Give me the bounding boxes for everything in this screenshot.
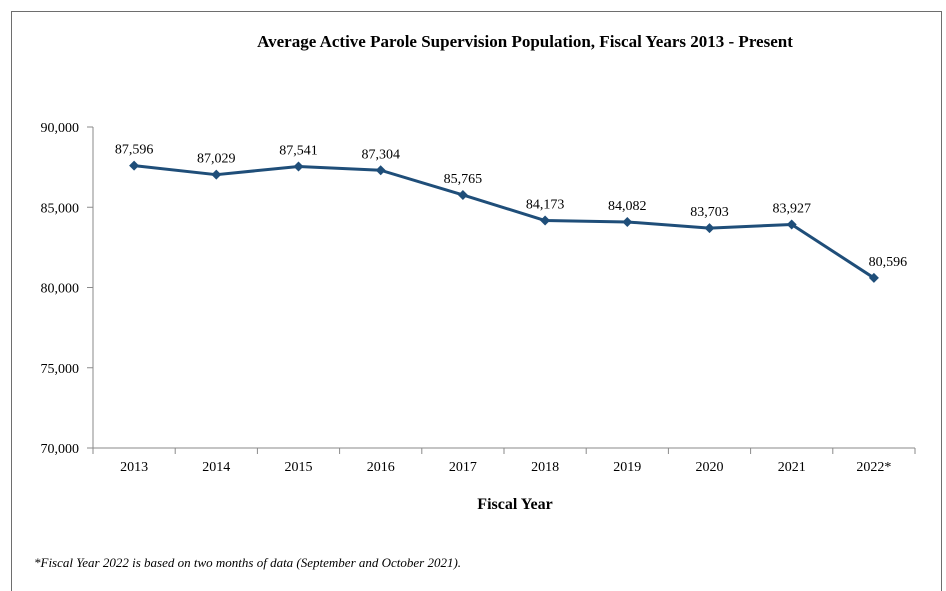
data-point [457, 189, 468, 200]
chart-axes: 70,000 75,000 80,000 85,000 90,000 2013 2014 20… [41, 121, 916, 475]
data-point [786, 219, 797, 230]
y-tick-label: 90,000 [41, 121, 80, 136]
y-tick-label: 70,000 [41, 442, 80, 457]
x-tick-label: 2016 [367, 460, 395, 475]
x-tick-label: 2013 [120, 460, 148, 475]
y-tick-label: 85,000 [41, 201, 80, 216]
data-point [293, 161, 304, 172]
series-line [133, 164, 875, 280]
data-point [375, 165, 386, 176]
x-tick-label: 2022* [856, 460, 891, 475]
x-tick-label: 2020 [696, 460, 724, 475]
data-point [129, 160, 140, 171]
data-point [540, 215, 551, 226]
chart-frame [11, 11, 942, 591]
x-tick-label: 2017 [449, 460, 477, 475]
x-tick-label: 2021 [778, 460, 806, 475]
data-label: 87,029 [197, 152, 236, 167]
x-tick-label: 2015 [285, 460, 313, 475]
data-label: 84,173 [526, 198, 565, 213]
data-label: 87,541 [279, 143, 318, 158]
data-point [704, 223, 715, 234]
y-tick-label: 80,000 [41, 282, 80, 297]
x-axis-title: Fiscal Year [477, 496, 552, 513]
data-label: 83,703 [690, 205, 729, 220]
chart-footnote: *Fiscal Year 2022 is based on two months… [34, 555, 462, 570]
data-label: 80,596 [869, 255, 908, 270]
data-label: 85,765 [444, 172, 483, 187]
data-label: 84,082 [608, 199, 647, 214]
x-tick-label: 2014 [202, 460, 230, 475]
x-tick-label: 2019 [613, 460, 641, 475]
data-point [622, 216, 633, 227]
y-tick-label: 75,000 [41, 362, 80, 377]
data-point [868, 272, 879, 283]
x-tick-label: 2018 [531, 460, 559, 475]
data-label: 87,304 [361, 147, 400, 162]
data-label: 87,596 [115, 143, 154, 158]
chart-title: Average Active Parole Supervision Popula… [257, 32, 793, 51]
data-label: 83,927 [772, 201, 811, 216]
chart-marks: 87,596 87,029 87,541 87,304 85,765 84,173 84,0… [115, 143, 907, 283]
data-point [211, 169, 222, 180]
